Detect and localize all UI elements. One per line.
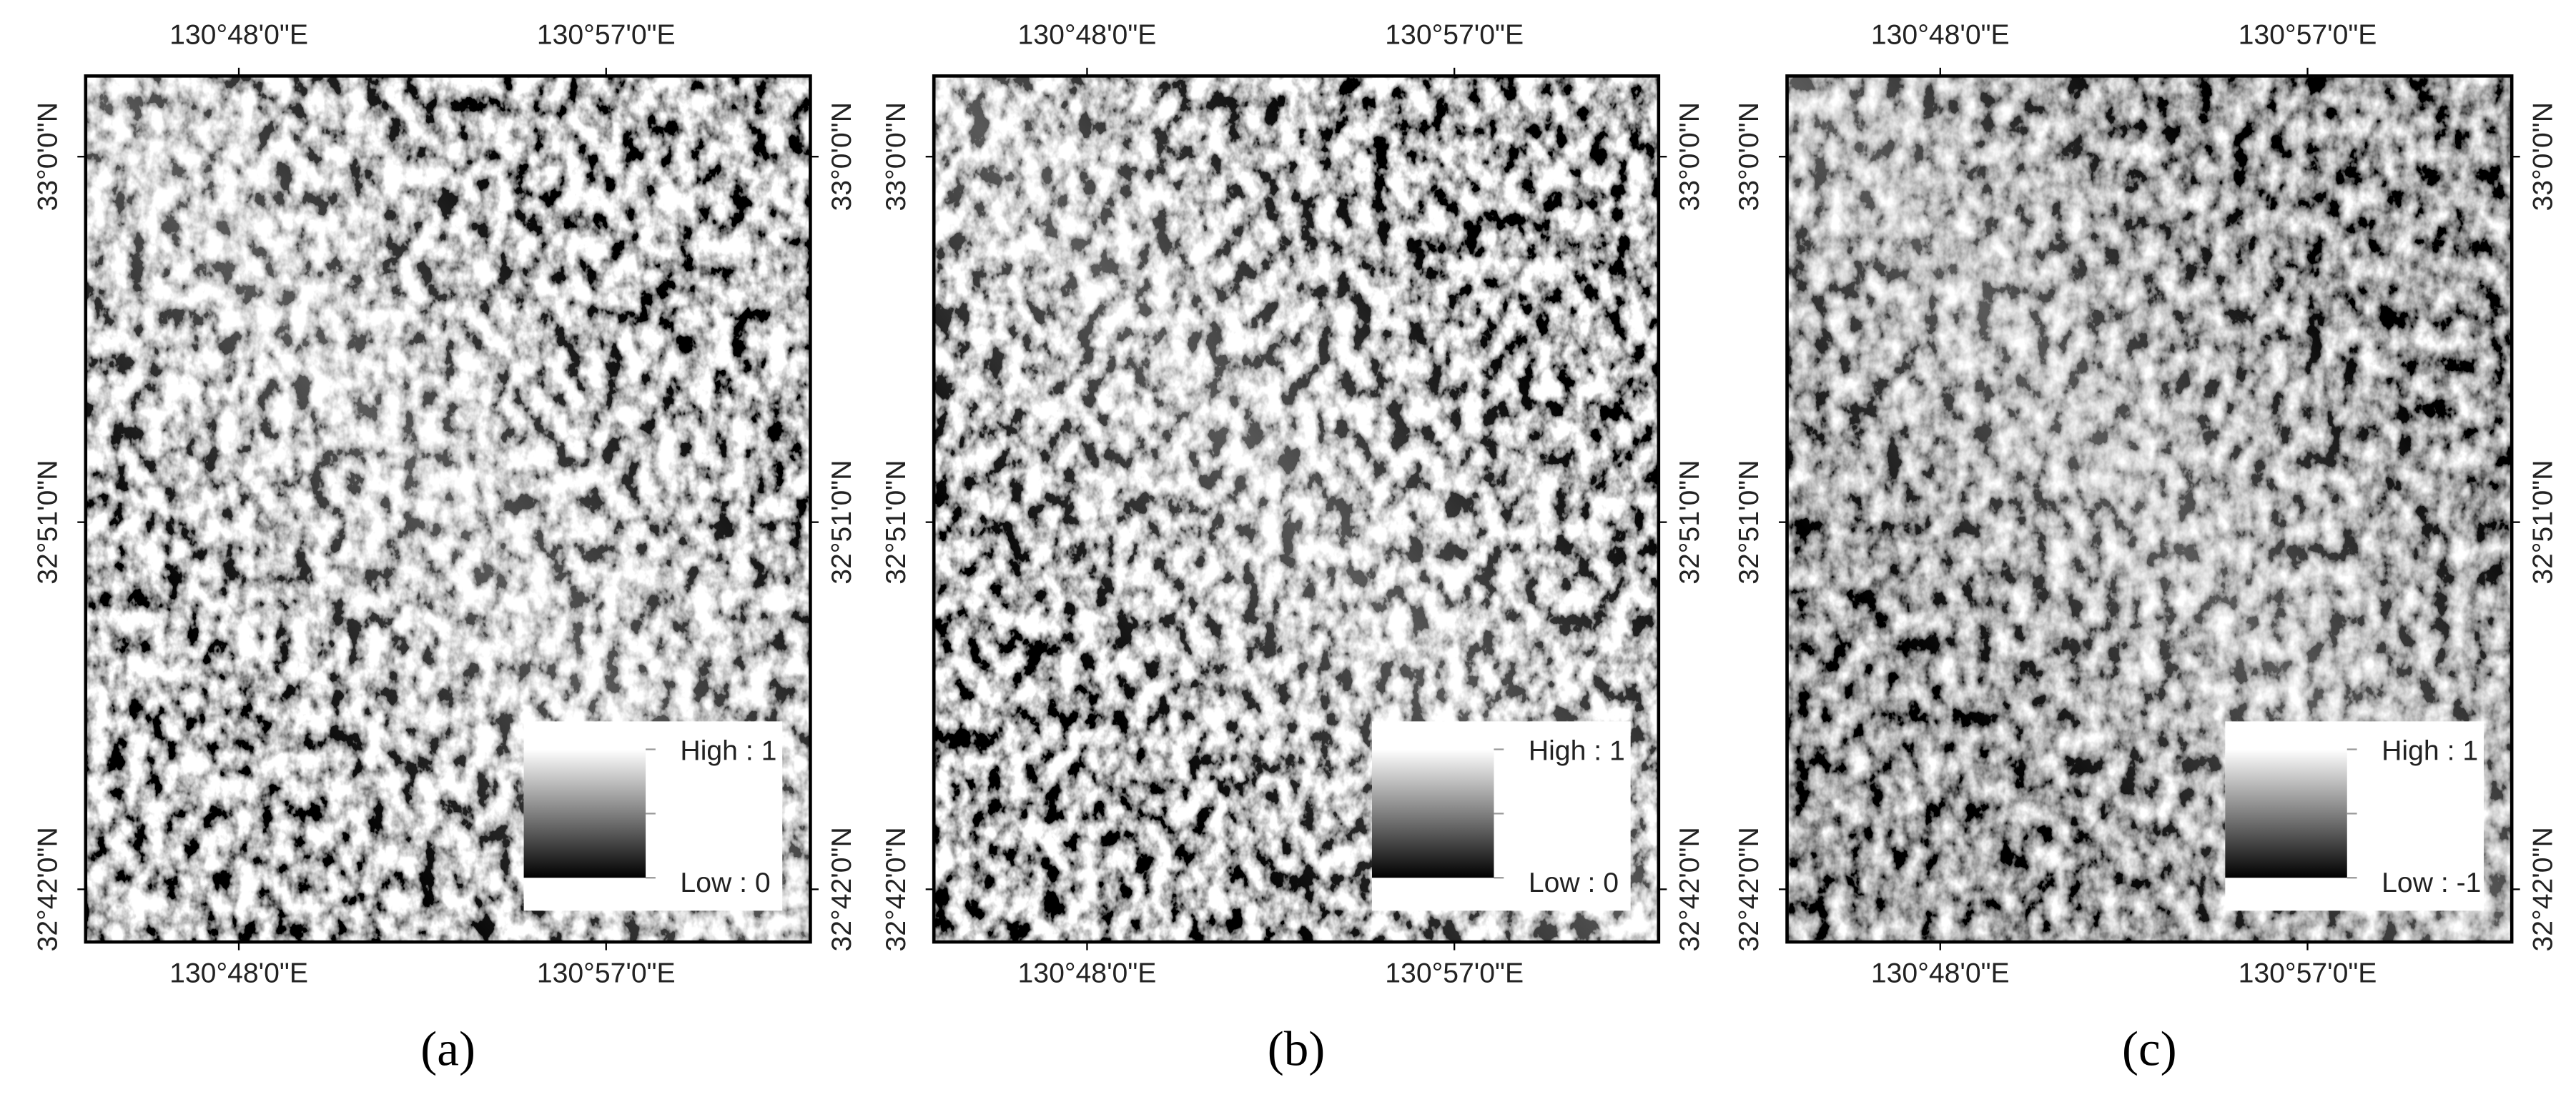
right-coordinate-label: 32°51'0"N (1674, 460, 1705, 585)
legend-high-label: High : 1 (2382, 736, 2478, 767)
panel-caption: (c) (2122, 1021, 2177, 1076)
bottom-coordinate-label: 130°57'0"E (2239, 958, 2377, 989)
right-coordinate-label: 33°0'0"N (1674, 102, 1705, 211)
panel-caption: (a) (420, 1021, 475, 1076)
legend-low-label: Low : 0 (1529, 868, 1619, 898)
bottom-coordinate-label: 130°48'0"E (1871, 958, 2010, 989)
bottom-coordinate-label: 130°57'0"E (1385, 958, 1524, 989)
legend-low-label: Low : -1 (2382, 868, 2481, 898)
left-coordinate-label: 33°0'0"N (32, 102, 63, 211)
right-coordinate-label: 32°42'0"N (826, 827, 857, 951)
right-coordinate-label: 32°42'0"N (1674, 827, 1705, 951)
left-coordinate-label: 32°42'0"N (1734, 827, 1765, 951)
map-frame (84, 74, 812, 944)
top-coordinate-label: 130°48'0"E (1018, 19, 1157, 50)
left-coordinate-label: 32°51'0"N (881, 460, 912, 585)
legend-high-label: High : 1 (680, 736, 776, 767)
top-coordinate-label: 130°57'0"E (2239, 19, 2377, 50)
right-coordinate-label: 32°51'0"N (2528, 460, 2559, 585)
bottom-coordinate-label: 130°57'0"E (537, 958, 676, 989)
right-coordinate-label: 33°0'0"N (826, 102, 857, 211)
legend-ramp (2225, 749, 2347, 878)
left-coordinate-label: 33°0'0"N (881, 102, 912, 211)
panel-caption: (b) (1268, 1021, 1326, 1076)
left-coordinate-label: 33°0'0"N (1734, 102, 1765, 211)
top-coordinate-label: 130°48'0"E (1871, 19, 2010, 50)
top-coordinate-label: 130°48'0"E (169, 19, 308, 50)
left-coordinate-label: 32°42'0"N (32, 827, 63, 951)
left-coordinate-label: 32°51'0"N (1734, 460, 1765, 585)
right-coordinate-label: 33°0'0"N (2528, 102, 2559, 211)
top-coordinate-label: 130°57'0"E (1385, 19, 1524, 50)
left-coordinate-label: 32°42'0"N (881, 827, 912, 951)
bottom-coordinate-label: 130°48'0"E (169, 958, 308, 989)
left-coordinate-label: 32°51'0"N (32, 460, 63, 585)
bottom-coordinate-label: 130°48'0"E (1018, 958, 1157, 989)
right-coordinate-label: 32°51'0"N (826, 460, 857, 585)
legend-ramp (1371, 749, 1494, 878)
map-frame (1785, 74, 2514, 944)
legend-high-label: High : 1 (1529, 736, 1625, 767)
legend-ramp (523, 749, 646, 878)
top-coordinate-label: 130°57'0"E (537, 19, 676, 50)
map-frame (932, 74, 1661, 944)
legend-low-label: Low : 0 (680, 868, 770, 898)
right-coordinate-label: 32°42'0"N (2528, 827, 2559, 951)
